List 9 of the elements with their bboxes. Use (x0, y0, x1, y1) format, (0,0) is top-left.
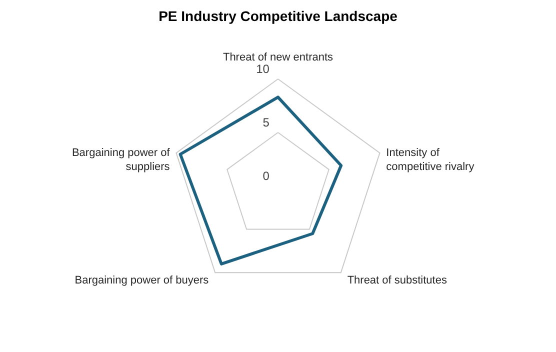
y-tick-label: 0 (262, 168, 270, 183)
spoke-label: Threat of substitutes (347, 274, 448, 287)
chart-title: PE Industry Competitive Landscape (158, 8, 398, 24)
spoke-label: Threat of new entrants (222, 52, 334, 64)
spoke-label: Bargaining power of suppliers (72, 146, 171, 173)
y-tick-label: 5 (262, 115, 270, 130)
y-tick-label: 10 (256, 62, 270, 76)
spoke-label: Intensity of competitive rivalry (386, 146, 475, 173)
spoke-label: Bargaining power of buyers (74, 274, 210, 287)
